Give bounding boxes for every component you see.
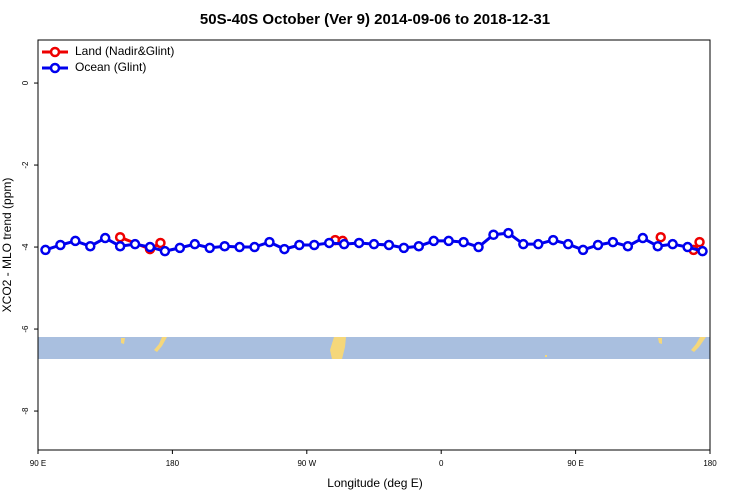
data-point [309, 239, 320, 251]
data-point [518, 238, 529, 250]
data-point [189, 238, 201, 250]
data-point [264, 236, 275, 248]
x-tick-label: 180 [166, 459, 180, 468]
data-point [607, 236, 619, 248]
x-tick-label: 90 E [30, 459, 46, 468]
y-tick-label: -4 [21, 243, 30, 251]
data-point [155, 237, 166, 249]
data-point [652, 240, 663, 252]
data-point [204, 242, 215, 254]
data-point [655, 231, 666, 243]
legend-marker [49, 62, 61, 74]
y-axis-label: XCO2 - MLO trend (ppm) [0, 178, 14, 313]
data-point [70, 235, 81, 247]
data-point [159, 245, 171, 257]
data-point [428, 235, 439, 247]
data-point [577, 244, 589, 256]
data-point [249, 241, 260, 253]
data-point [383, 239, 395, 251]
legend-label: Ocean (Glint) [75, 60, 146, 74]
data-point [234, 241, 245, 253]
data-point [174, 242, 186, 254]
data-point [338, 238, 350, 250]
data-point [547, 234, 559, 246]
data-point [473, 241, 484, 253]
data-point [503, 227, 514, 239]
data-point [353, 237, 365, 249]
data-point [697, 245, 708, 257]
data-point [294, 239, 305, 251]
y-tick-label: 0 [21, 80, 30, 85]
data-point [219, 240, 230, 252]
x-tick-label: 90 E [567, 459, 583, 468]
data-point [55, 239, 66, 251]
data-point [279, 243, 290, 255]
x-tick-label: 90 W [297, 459, 316, 468]
data-point [323, 237, 335, 249]
chart-title: 50S-40S October (Ver 9) 2014-09-06 to 20… [200, 11, 550, 28]
data-point [488, 229, 499, 240]
y-tick-label: -8 [21, 407, 30, 415]
data-point [458, 236, 469, 248]
data-point [667, 238, 678, 250]
plot-frame [37, 39, 711, 451]
data-point [398, 242, 410, 254]
data-point [144, 241, 156, 253]
x-tick-label: 0 [439, 459, 444, 468]
legend-label: Land (Nadir&Glint) [75, 44, 174, 58]
data-point [368, 238, 380, 250]
data-point [40, 244, 51, 256]
data-point [413, 240, 425, 252]
data-point [129, 238, 141, 250]
data-point [637, 232, 649, 244]
x-tick-label: 180 [703, 459, 717, 468]
x-axis-label: Longitude (deg E) [327, 476, 422, 490]
data-point [592, 239, 604, 251]
y-tick-label: -2 [21, 161, 30, 169]
data-point [682, 241, 693, 253]
y-tick-label: -6 [21, 325, 30, 333]
data-point [99, 232, 111, 244]
legend-marker [49, 46, 61, 58]
data-point [114, 240, 126, 252]
data-point [443, 235, 454, 247]
data-point [694, 236, 705, 248]
data-point [622, 240, 634, 252]
legend: Land (Nadir&Glint) Ocean (Glint) [42, 44, 174, 74]
data-point [114, 231, 126, 243]
map-strip [38, 337, 710, 359]
data-point [562, 238, 574, 250]
data-point [85, 240, 96, 252]
data-point [533, 238, 544, 250]
